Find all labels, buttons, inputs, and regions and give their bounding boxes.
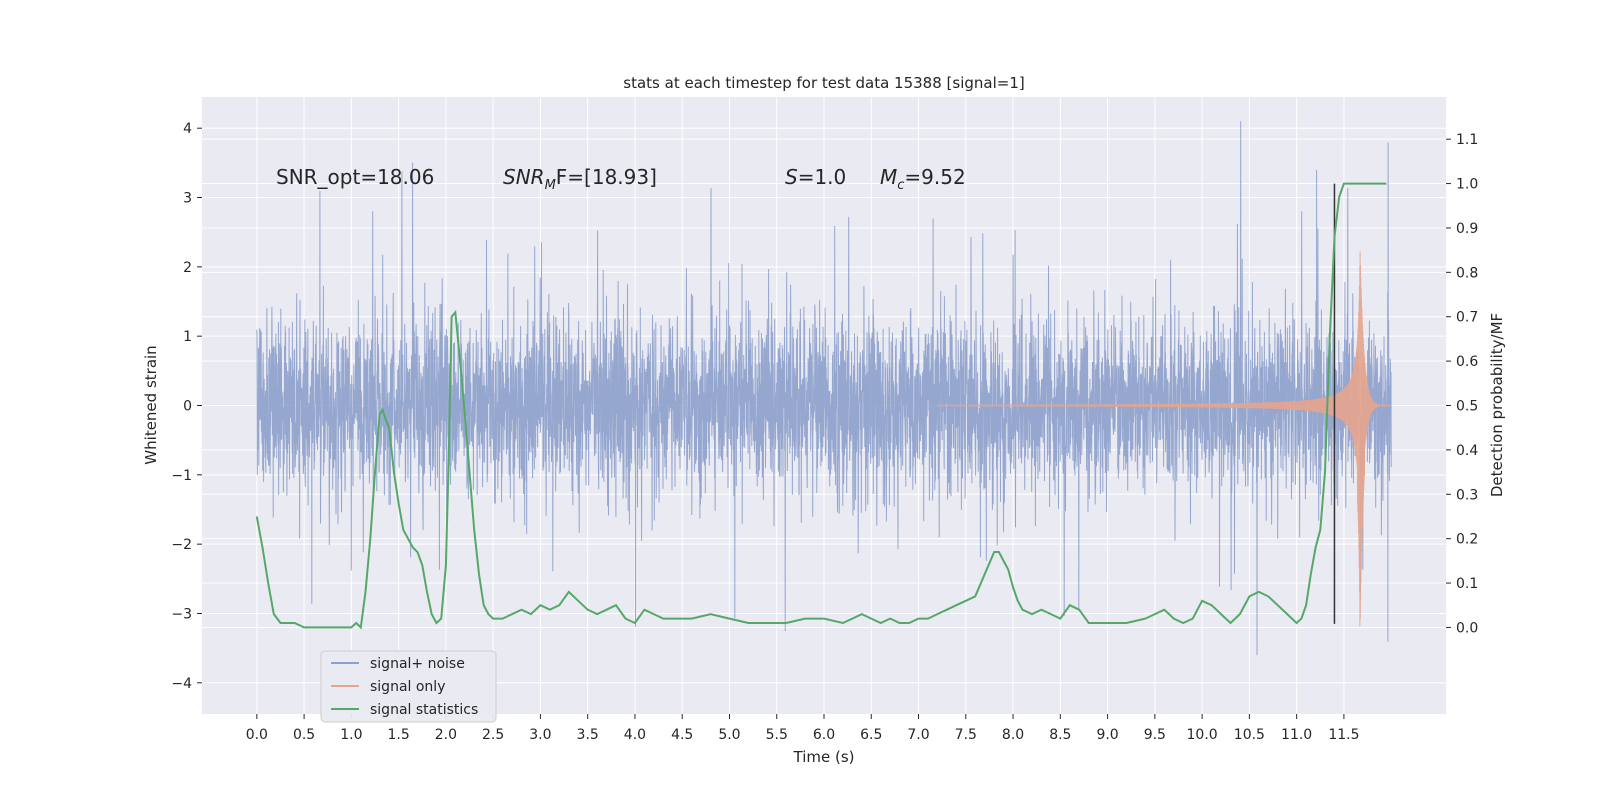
x-tick-label: 7.5 (955, 727, 977, 743)
y-right-tick-label: 0.6 (1456, 354, 1478, 370)
snr-mf-rest: F=[18.93] (556, 165, 657, 189)
x-tick-label: 4.5 (671, 727, 693, 743)
x-tick-label: 6.5 (860, 727, 882, 743)
x-axis-ticks: 0.0 0.5 1.0 1.5 2.0 2.5 3.0 3.5 4.0 4.5 5.0 5.5 6.0 6… (246, 714, 1359, 743)
legend-box (320, 650, 497, 723)
y-right-tick-label: 0.2 (1456, 532, 1478, 548)
x-tick-label: 10.5 (1234, 727, 1265, 743)
x-tick-label: 9.5 (1144, 727, 1166, 743)
mc-main: M (880, 165, 897, 189)
x-tick-label: 11.0 (1281, 727, 1312, 743)
y-right-tick-label: 0.3 (1456, 487, 1478, 503)
y-right-tick-label: 0.5 (1456, 399, 1478, 415)
y-right-tick-label: 0.4 (1456, 443, 1478, 459)
series-signal-only (936, 251, 1392, 627)
x-tick-label: 0.0 (246, 727, 268, 743)
x-tick-label: 8.5 (1049, 727, 1071, 743)
y-right-tick-label: 0.0 (1456, 620, 1478, 636)
y-left-tick-label: −3 (171, 606, 192, 622)
x-tick-label: 5.0 (718, 727, 740, 743)
legend-label-noise: signal+ noise (370, 656, 465, 672)
x-axis-label: Time (s) (793, 748, 855, 766)
series-signal-plus-noise (256, 121, 1392, 656)
y-left-tick-label: 1 (183, 329, 192, 345)
x-tick-label: 4.0 (624, 727, 646, 743)
y-left-axis-label: Whitened strain (142, 345, 160, 464)
s-rest: =1.0 (798, 165, 847, 189)
x-tick-label: 1.5 (387, 727, 409, 743)
x-tick-label: 7.0 (907, 727, 929, 743)
y-left-tick-label: 4 (183, 121, 192, 137)
y-left-tick-label: 2 (183, 260, 192, 276)
y-right-tick-label: 1.1 (1456, 132, 1478, 148)
snr-mf-main: SNR (503, 165, 545, 189)
signal-trace (936, 251, 1392, 627)
annotation-snr-mf: SNRMF=[18.93] (503, 165, 657, 193)
x-tick-label: 9.0 (1096, 727, 1118, 743)
y-right-tick-label: 0.1 (1456, 576, 1478, 592)
x-tick-label: 2.5 (482, 727, 504, 743)
y-right-axis-ticks: 0.0 0.1 0.2 0.3 0.4 0.5 0.6 0.7 0.8 0.9 1.0 1.1 (1446, 132, 1478, 636)
x-tick-label: 3.0 (529, 727, 551, 743)
snr-mf-sub: M (545, 178, 556, 193)
s-var: S (785, 165, 798, 189)
y-left-tick-label: 0 (183, 399, 192, 415)
y-left-tick-label: 3 (183, 191, 192, 207)
y-right-tick-label: 1.0 (1456, 177, 1478, 193)
x-tick-label: 8.0 (1002, 727, 1024, 743)
x-tick-label: 10.0 (1187, 727, 1218, 743)
annotation-mc: Mc=9.52 (880, 165, 966, 193)
y-right-tick-label: 0.9 (1456, 221, 1478, 237)
legend: signal+ noise signal only signal statist… (320, 650, 497, 723)
mc-rest: =9.52 (904, 165, 965, 189)
legend-label-signal: signal only (370, 679, 445, 695)
y-left-tick-label: −4 (171, 676, 192, 692)
x-tick-label: 6.0 (813, 727, 835, 743)
x-tick-label: 1.0 (340, 727, 362, 743)
y-right-tick-label: 0.8 (1456, 265, 1478, 281)
annotation-s: S=1.0 (785, 165, 846, 189)
x-tick-label: 11.5 (1328, 727, 1359, 743)
x-tick-label: 2.0 (435, 727, 457, 743)
statistics-line (255, 182, 1387, 630)
y-left-axis-ticks: −4 −3 −2 −1 0 1 2 3 4 (171, 121, 202, 692)
x-tick-label: 5.5 (766, 727, 788, 743)
x-tick-label: 3.5 (577, 727, 599, 743)
x-tick-label: 0.5 (293, 727, 315, 743)
series-signal-statistics (255, 182, 1387, 630)
y-left-tick-label: −1 (171, 468, 192, 484)
mc-sub: c (897, 178, 904, 193)
annotation-snr-opt: SNR_opt=18.06 (276, 165, 434, 189)
y-right-axis-label: Detection probability/MF (1488, 313, 1506, 497)
legend-label-stat: signal statistics (370, 702, 478, 718)
y-right-tick-label: 0.7 (1456, 310, 1478, 326)
noise-trace (256, 121, 1392, 656)
y-left-tick-label: −2 (171, 537, 192, 553)
chart-title: stats at each timestep for test data 153… (623, 74, 1024, 92)
